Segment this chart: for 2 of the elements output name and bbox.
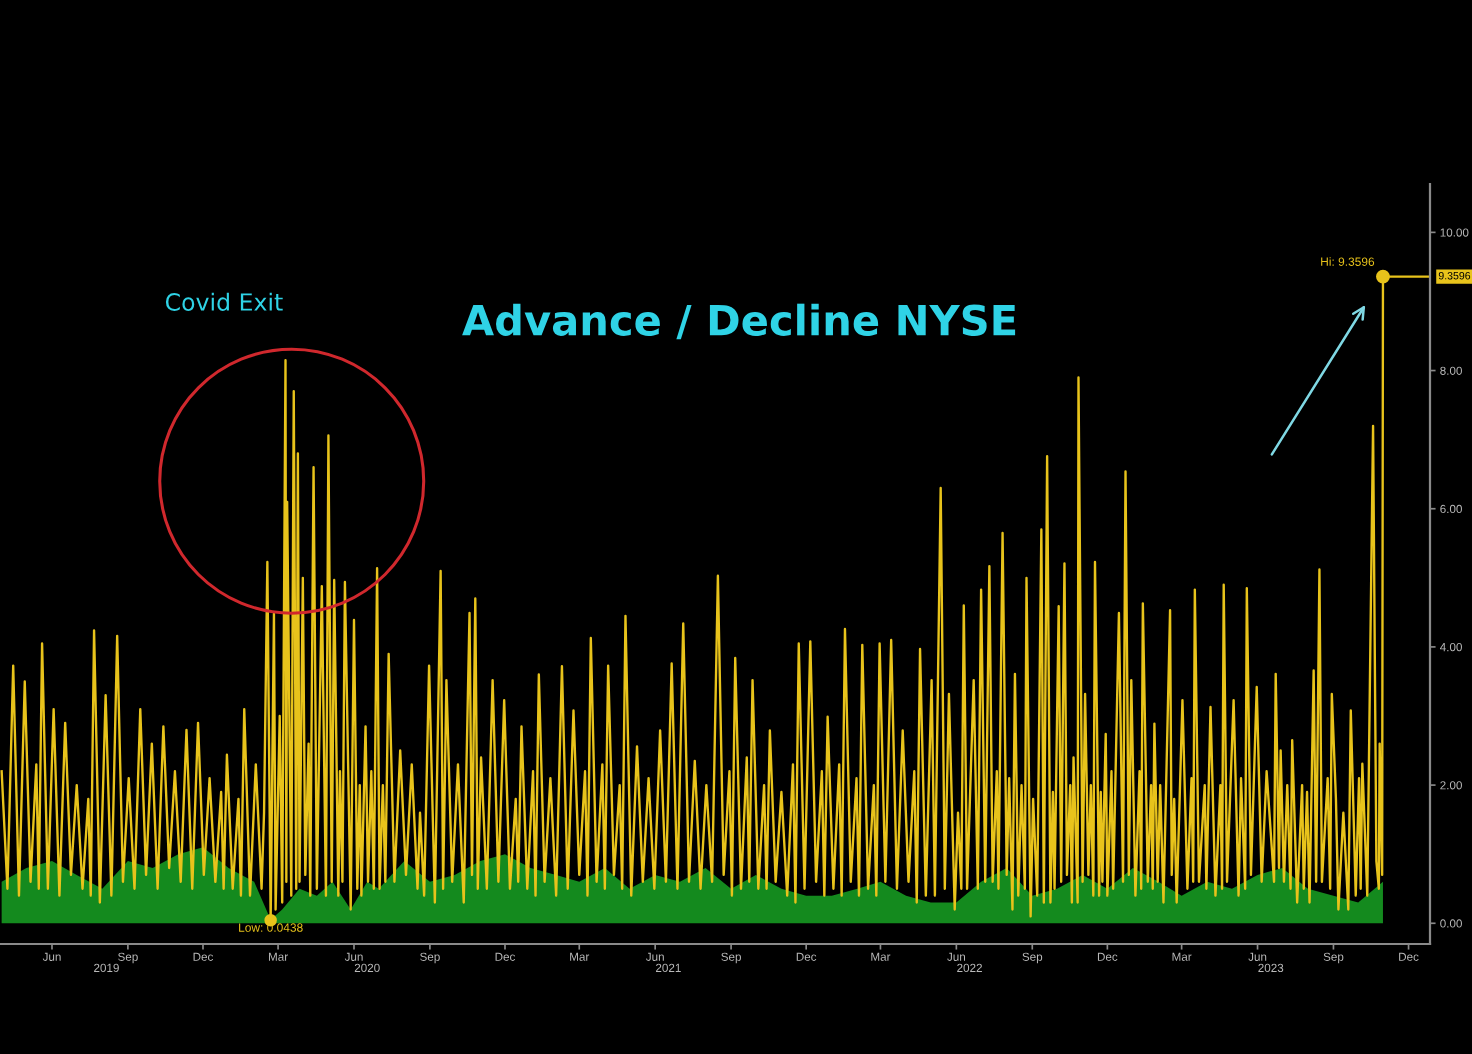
text: Advance / Decline NYSE (462, 303, 1016, 340)
annotation: Covid Exit (165, 292, 283, 311)
